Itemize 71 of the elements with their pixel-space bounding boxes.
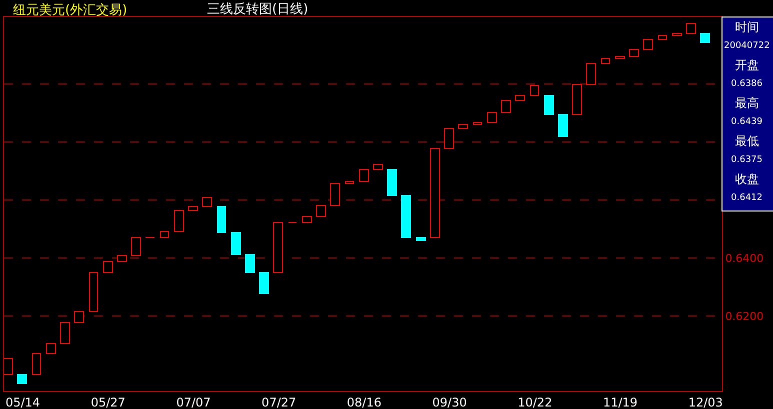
bar	[373, 164, 383, 170]
bar	[586, 63, 596, 85]
bar	[259, 272, 269, 294]
x-tick-label: 08/16	[346, 395, 382, 409]
bar	[501, 100, 511, 113]
bar	[316, 205, 326, 217]
y-tick-label: 0.6400	[725, 252, 764, 265]
bar	[387, 169, 397, 196]
bar	[60, 322, 70, 344]
bar	[46, 343, 56, 354]
bar	[601, 58, 610, 64]
text: 时间	[735, 20, 759, 34]
bar	[416, 237, 426, 241]
text: 最低	[735, 134, 759, 148]
bar	[458, 124, 468, 129]
text: 0.6412	[731, 193, 762, 203]
x-tick-label: 11/19	[602, 395, 638, 409]
bar	[202, 197, 212, 207]
chart-title: 纽元美元(外汇交易)	[13, 2, 128, 18]
bar	[700, 33, 710, 43]
x-tick-label: 07/27	[262, 395, 296, 409]
bar	[444, 128, 454, 149]
bar	[629, 49, 639, 57]
x-tick-label: 05/27	[90, 395, 126, 409]
x-tick-label: 09/30	[432, 395, 467, 409]
bar	[359, 169, 369, 182]
bar	[273, 222, 283, 273]
bar	[89, 272, 98, 312]
bar	[330, 183, 340, 206]
bar	[103, 261, 113, 273]
text: 0.6375	[731, 155, 762, 165]
bar	[558, 114, 568, 137]
y-tick-label: 0.6200	[725, 310, 764, 323]
bar	[117, 255, 127, 262]
x-tick-label: 10/22	[518, 395, 552, 409]
text: 0.6439	[731, 117, 763, 127]
bar	[473, 122, 482, 125]
bar	[74, 311, 84, 323]
bar	[302, 216, 312, 223]
bar	[643, 39, 653, 50]
bar	[245, 254, 255, 273]
bar	[530, 85, 539, 96]
bar	[672, 33, 682, 36]
text: 收盘	[735, 172, 759, 186]
bar	[658, 35, 667, 40]
bar	[515, 95, 525, 101]
bar	[174, 210, 184, 232]
bar	[4, 358, 13, 375]
text: 开盘	[735, 58, 759, 72]
bar	[487, 112, 497, 123]
text: 最高	[735, 96, 759, 110]
text: 20040722	[724, 41, 770, 51]
bar	[231, 232, 241, 255]
bar	[32, 353, 41, 375]
bar	[188, 206, 198, 211]
bar	[615, 56, 625, 59]
bar	[160, 231, 169, 238]
bar	[217, 206, 226, 233]
bar	[131, 237, 141, 256]
bar	[430, 148, 440, 238]
bar	[544, 95, 554, 115]
chart-subtitle: 三线反转图(日线)	[207, 2, 308, 17]
bar	[345, 181, 354, 184]
bar	[572, 84, 582, 115]
bar	[686, 23, 696, 34]
bar	[17, 374, 27, 384]
x-tick-label: 05/14	[5, 395, 40, 409]
x-tick-label: 12/03	[688, 395, 723, 409]
x-tick-label: 07/07	[176, 395, 211, 409]
bar	[401, 195, 411, 238]
text: 0.6386	[731, 79, 763, 89]
